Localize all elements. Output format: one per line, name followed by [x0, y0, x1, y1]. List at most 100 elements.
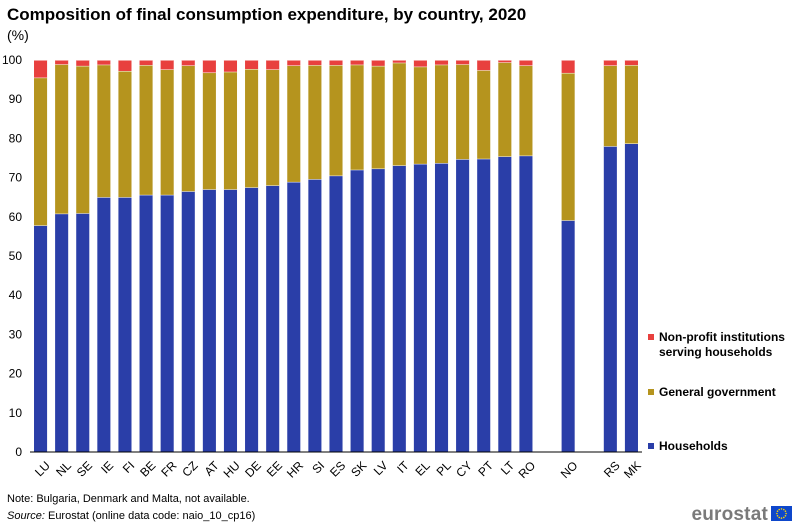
bar-segment-non-profit-institutions-serving-households-fr	[160, 60, 174, 70]
bar-segment-general-government-el	[413, 66, 427, 164]
bar-segment-households-se	[76, 213, 90, 452]
bar-segment-non-profit-institutions-serving-households-de	[245, 60, 259, 70]
bar-segment-households-sk	[350, 169, 364, 452]
x-tick-label: BE	[137, 458, 158, 479]
bar-segment-households-pl	[434, 163, 449, 452]
legend-label: serving households	[659, 345, 773, 359]
bar-segment-households-lu	[34, 225, 48, 452]
eu-star	[780, 508, 783, 510]
bar-segment-non-profit-institutions-serving-households-fi	[118, 60, 132, 71]
bar-segment-non-profit-institutions-serving-households-no	[561, 60, 575, 73]
bar-segment-non-profit-institutions-serving-households-si	[308, 60, 322, 66]
bar-segment-households-si	[308, 179, 322, 453]
x-tick-label: ES	[327, 458, 348, 479]
bar-segment-general-government-fi	[118, 70, 132, 198]
bar-segment-households-ie	[97, 197, 111, 452]
bar-segment-general-government-ie	[97, 64, 111, 198]
bar-segment-households-no	[561, 220, 575, 452]
x-tick-label: SE	[74, 458, 95, 479]
eu-star	[784, 510, 787, 512]
bar-segment-non-profit-institutions-serving-households-at	[202, 60, 216, 73]
y-tick-label: 60	[9, 210, 23, 224]
bar-segment-households-ee	[266, 185, 280, 452]
x-tick-label: RS	[601, 458, 623, 480]
bar-segment-households-nl	[55, 213, 69, 452]
y-axis: 0 10 20 30 40 50 60 70 80 90 100	[2, 53, 22, 459]
bar-segment-general-government-si	[308, 65, 322, 180]
bar-segment-non-profit-institutions-serving-households-pt	[477, 60, 491, 71]
legend-label: Non-profit institutions	[659, 330, 785, 344]
x-tick-label: MK	[621, 458, 644, 481]
x-tick-label: FI	[120, 458, 137, 475]
bar-segment-general-government-nl	[55, 64, 69, 214]
bar-segment-households-be	[139, 194, 153, 452]
eu-flag-icon	[771, 506, 792, 521]
bar-segment-general-government-lu	[34, 77, 48, 226]
bar-segment-general-government-lv	[371, 65, 385, 169]
x-tick-label: FR	[158, 458, 179, 479]
bar-segment-general-government-cz	[181, 65, 195, 192]
bar-segment-general-government-fr	[160, 69, 174, 195]
y-tick-label: 40	[9, 288, 23, 302]
bar-segment-non-profit-institutions-serving-households-sk	[350, 60, 364, 65]
x-tick-label: AT	[202, 458, 223, 479]
x-tick-label: DE	[242, 458, 264, 480]
bar-segment-non-profit-institutions-serving-households-nl	[55, 60, 69, 65]
bar-segment-non-profit-institutions-serving-households-pl	[434, 60, 449, 65]
bar-segment-non-profit-institutions-serving-households-ro	[519, 60, 533, 66]
x-tick-label: IT	[394, 458, 412, 476]
x-tick-label: EE	[264, 458, 285, 479]
x-tick-label: EL	[412, 458, 433, 479]
unit-label: (%)	[7, 27, 29, 43]
bar-segment-general-government-es	[329, 65, 343, 176]
bar-segment-general-government-hr	[287, 65, 301, 182]
legend-swatch	[648, 334, 654, 340]
bar-segment-general-government-be	[139, 65, 153, 195]
bar-segment-general-government-se	[76, 65, 90, 214]
bar-segment-households-mk	[624, 143, 638, 452]
bar-segment-non-profit-institutions-serving-households-ie	[97, 60, 111, 65]
legend-swatch	[648, 389, 654, 395]
x-tick-label: SI	[309, 458, 327, 476]
bar-segment-households-pt	[477, 158, 491, 452]
y-tick-label: 0	[15, 445, 22, 459]
bar-segment-non-profit-institutions-serving-households-be	[139, 60, 153, 66]
x-tick-label: LT	[498, 458, 518, 478]
legend-label: Households	[659, 439, 728, 453]
bar-segment-households-fi	[118, 197, 132, 452]
y-tick-label: 20	[9, 367, 23, 381]
source-label: Source:	[7, 510, 45, 522]
bar-segment-general-government-pl	[434, 64, 449, 164]
source-text: Eurostat (online data code: naio_10_cp16…	[44, 510, 256, 522]
bar-segment-households-ro	[519, 155, 533, 452]
bar-segment-non-profit-institutions-serving-households-el	[413, 60, 427, 67]
legend-swatch	[648, 443, 654, 449]
bars-group	[34, 59, 638, 453]
bar-segment-general-government-ro	[519, 65, 533, 156]
bar-segment-households-el	[413, 163, 427, 452]
chart-title: Composition of final consumption expendi…	[7, 5, 527, 24]
y-tick-label: 90	[9, 92, 23, 106]
bar-segment-non-profit-institutions-serving-households-cy	[456, 60, 470, 65]
bar-segment-general-government-mk	[624, 65, 638, 144]
bar-segment-general-government-cy	[456, 64, 470, 160]
x-tick-label: IE	[98, 458, 116, 476]
x-tick-label: NL	[53, 458, 74, 479]
bar-segment-non-profit-institutions-serving-households-lu	[34, 60, 48, 78]
bar-segment-non-profit-institutions-serving-households-it	[392, 60, 406, 63]
x-tick-label: LV	[371, 458, 391, 478]
bar-segment-households-hu	[223, 189, 238, 453]
bar-segment-non-profit-institutions-serving-households-lv	[371, 60, 385, 66]
x-tick-label: SK	[348, 458, 369, 479]
bar-segment-general-government-ee	[266, 69, 280, 186]
x-tick-label: PL	[434, 458, 455, 479]
bar-segment-non-profit-institutions-serving-households-lt	[498, 60, 512, 63]
note-text: Note: Bulgaria, Denmark and Malta, not a…	[7, 493, 250, 505]
bar-segment-general-government-at	[202, 72, 216, 190]
eu-stars-icon	[776, 508, 787, 519]
bar-segment-households-es	[329, 175, 343, 452]
bar-segment-households-lv	[371, 168, 385, 452]
